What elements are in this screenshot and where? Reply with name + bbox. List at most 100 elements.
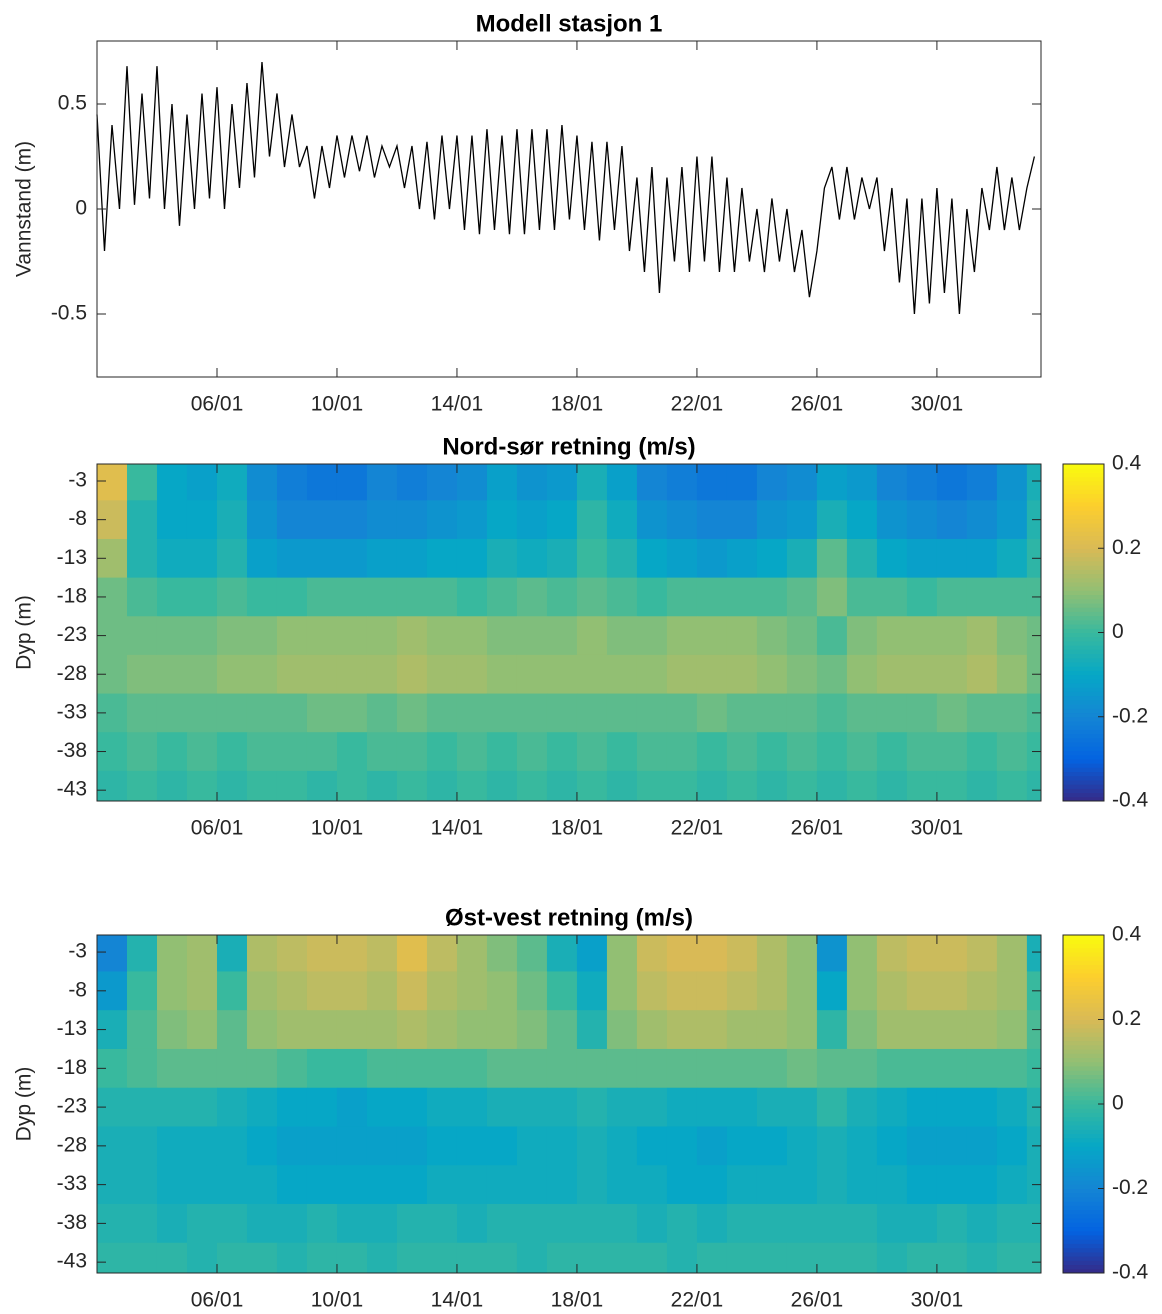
x-tick-label: 22/01 — [671, 393, 724, 416]
heat-cell — [546, 577, 578, 617]
heat-cell — [426, 500, 458, 540]
heat-cell — [756, 500, 788, 540]
y-tick-label: -8 — [68, 978, 87, 1001]
heat-cell — [366, 1010, 398, 1050]
heat-cell — [546, 538, 578, 579]
heat-cell — [126, 1048, 158, 1089]
heat-cell — [126, 1010, 158, 1050]
colorbar-swatch — [1063, 1129, 1104, 1135]
heat-cell — [246, 1242, 278, 1274]
x-tick-label: 30/01 — [911, 817, 964, 840]
heat-cell — [786, 1165, 818, 1205]
heat-cell — [576, 654, 608, 695]
heat-cell — [966, 464, 998, 501]
colorbar-swatch — [1063, 985, 1104, 991]
heat-cell — [756, 616, 788, 656]
heat-cell — [396, 1204, 428, 1244]
heat-cell — [816, 732, 848, 772]
heat-cell — [546, 654, 578, 695]
heat-cell — [786, 693, 818, 733]
heat-cell — [666, 770, 698, 802]
heat-cell — [336, 1087, 368, 1127]
colorbar-swatch — [1063, 632, 1104, 638]
colorbar-swatch — [1063, 1087, 1104, 1092]
colorbar-swatch — [1063, 691, 1104, 697]
heat-cell — [246, 935, 278, 972]
heat-cell — [606, 616, 638, 656]
colorbar-swatch — [1063, 565, 1104, 570]
heat-cell — [276, 654, 308, 695]
heat-cell — [546, 464, 578, 501]
heat-cell — [486, 1010, 518, 1050]
colorbar-swatch — [1063, 1163, 1104, 1168]
heat-cell — [876, 770, 908, 802]
heat-cell — [636, 693, 668, 733]
heat-cell — [696, 538, 728, 579]
heat-cell — [276, 1126, 308, 1166]
heat-cell — [876, 1048, 908, 1089]
heat-cell — [966, 654, 998, 695]
heat-cell — [966, 1242, 998, 1274]
colorbar-swatch — [1063, 1053, 1104, 1059]
heat-cell — [936, 1165, 968, 1205]
heat-cell — [726, 971, 758, 1011]
heat-cell — [156, 770, 188, 802]
heat-cell — [186, 1087, 218, 1127]
heat-cell — [336, 770, 368, 802]
heat-cell — [306, 732, 338, 772]
colorbar-swatch — [1063, 750, 1104, 756]
y-tick-label: -18 — [57, 1056, 87, 1079]
heat-cell — [216, 538, 248, 579]
heat-cell — [606, 538, 638, 579]
heat-cell — [636, 654, 668, 695]
heat-cell — [606, 971, 638, 1011]
colorbar-swatch — [1063, 683, 1104, 688]
y-axis-label: Dyp (m) — [13, 1067, 36, 1142]
heat-cell — [726, 935, 758, 972]
heat-cell — [696, 1165, 728, 1205]
heat-cell — [696, 1242, 728, 1274]
heat-cell — [246, 770, 278, 802]
heat-cell — [846, 1048, 878, 1089]
heat-cell — [636, 538, 668, 579]
heat-cell — [396, 654, 428, 695]
heat-cell — [276, 464, 308, 501]
heat-cell — [546, 1087, 578, 1127]
colorbar-swatch — [1063, 1015, 1104, 1020]
heat-cell — [216, 654, 248, 695]
heat-cell — [336, 500, 368, 540]
heat-cell — [306, 464, 338, 501]
heat-cell — [966, 616, 998, 656]
colorbar-swatch — [1063, 1260, 1104, 1266]
colorbar-swatch — [1063, 1082, 1104, 1088]
heat-cell — [876, 654, 908, 695]
colorbar-swatch — [1063, 603, 1104, 608]
heat-cell — [366, 770, 398, 802]
heat-cell — [396, 1087, 428, 1127]
heat-cell — [366, 464, 398, 501]
heat-cell — [216, 971, 248, 1011]
heat-cell — [786, 1048, 818, 1089]
colorbar-swatch — [1063, 960, 1104, 966]
heat-cell — [936, 971, 968, 1011]
colorbar-swatch — [1063, 754, 1104, 760]
heat-cell — [906, 616, 938, 656]
heat-cell — [786, 654, 818, 695]
heat-cell — [516, 1204, 548, 1244]
colorbar-swatch — [1063, 1133, 1104, 1139]
water-level-line — [96, 61, 1036, 315]
heat-cell — [876, 935, 908, 972]
heat-cell — [966, 732, 998, 772]
heat-cell — [846, 1126, 878, 1166]
heat-cell — [486, 770, 518, 802]
colorbar-swatch — [1063, 1099, 1104, 1105]
heat-cell — [306, 1087, 338, 1127]
heat-cell — [546, 693, 578, 733]
heat-cell — [846, 732, 878, 772]
heat-cell — [606, 1165, 638, 1205]
y-tick-label: -3 — [68, 469, 87, 492]
heat-cell — [516, 538, 548, 579]
x-tick-label: 06/01 — [191, 393, 244, 416]
heat-cell — [156, 500, 188, 540]
heat-cell — [996, 1126, 1028, 1166]
